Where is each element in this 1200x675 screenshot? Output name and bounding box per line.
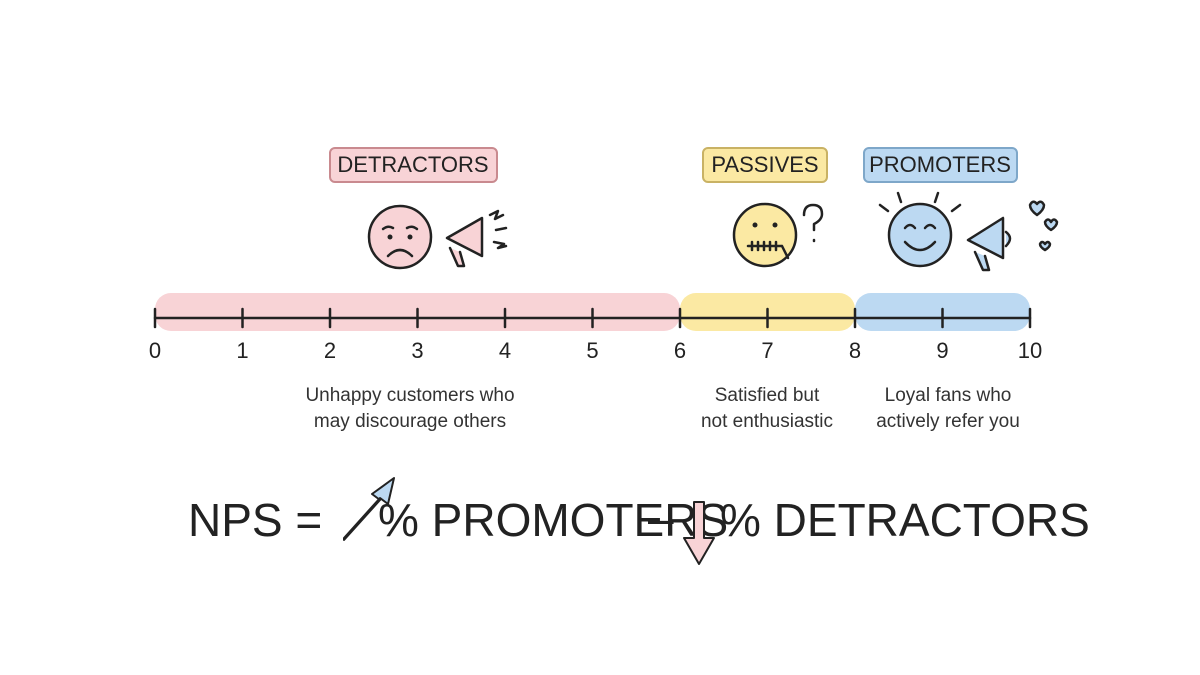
label-box bbox=[702, 147, 828, 183]
scale-ticks: 0 1 2 3 4 5 6 7 8 9 10 bbox=[149, 307, 1042, 363]
segment-label: DETRACTORS bbox=[337, 152, 488, 177]
happy-face-icon bbox=[878, 191, 1059, 272]
label-box bbox=[863, 147, 1018, 183]
segment-description: may discourage others bbox=[314, 411, 506, 432]
neutral-face-icon bbox=[732, 202, 824, 268]
tick-label: 2 bbox=[324, 338, 336, 363]
segment-description: not enthusiastic bbox=[701, 411, 833, 432]
down-arrow bbox=[683, 501, 715, 565]
segment-description: Unhappy customers who bbox=[305, 385, 514, 406]
tick-label: 8 bbox=[849, 338, 861, 363]
formula-operator: – bbox=[648, 492, 674, 544]
tick-label: 7 bbox=[761, 338, 773, 363]
up-arrow bbox=[343, 477, 395, 541]
segment-description: actively refer you bbox=[876, 411, 1020, 432]
tick-label: 10 bbox=[1018, 338, 1042, 363]
sad-face-icon bbox=[367, 204, 508, 270]
formula-left: NPS = bbox=[188, 494, 322, 546]
segment-description: Satisfied but bbox=[715, 385, 820, 406]
tick-label: 5 bbox=[586, 338, 598, 363]
tick-label: 6 bbox=[674, 338, 686, 363]
formula-plus-term: % PROMOTERS bbox=[378, 494, 728, 546]
tick-label: 0 bbox=[149, 338, 161, 363]
tick-label: 9 bbox=[936, 338, 948, 363]
formula-minus-term: % DETRACTORS bbox=[720, 494, 1090, 546]
label-box bbox=[329, 147, 498, 183]
segment-label: PROMOTERS bbox=[869, 152, 1011, 177]
tick-label: 3 bbox=[411, 338, 423, 363]
tick-label: 1 bbox=[236, 338, 248, 363]
segment-label: PASSIVES bbox=[711, 152, 818, 177]
tick-label: 4 bbox=[499, 338, 511, 363]
segment-description: Loyal fans who bbox=[885, 385, 1012, 406]
